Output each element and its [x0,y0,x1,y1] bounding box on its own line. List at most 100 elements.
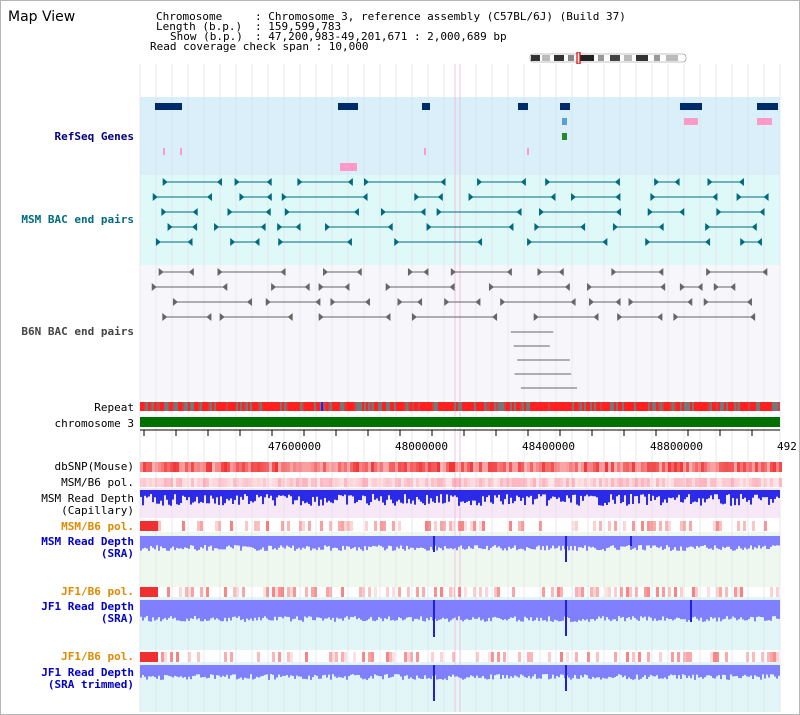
depth-bar [152,665,154,677]
pol-cell [653,478,656,487]
repeat-element [518,402,520,411]
depth-bar [508,665,510,679]
depth-bar [760,665,762,680]
repeat-element [716,402,718,411]
depth-bar [216,665,218,676]
depth-bar [238,665,240,679]
b6n-bac-pair [304,283,310,291]
pol-cell [164,478,167,487]
depth-bar [624,490,626,496]
depth-bar [620,490,622,504]
depth-bar [292,600,294,620]
msm-bac-pair [426,223,432,231]
b6n-bac-pair [587,283,593,291]
dbsnp-cell [683,462,686,472]
depth-bar [452,536,454,550]
dbsnp-cell [542,462,545,472]
depth-bar [474,665,476,678]
track-label-refseq-genes[interactable]: RefSeq Genes [54,130,134,143]
depth-bar [568,600,570,619]
dbsnp-cell [182,462,185,472]
depth-bar [646,536,648,546]
depth-bar [636,665,638,675]
pol-cell [410,652,413,662]
depth-bar [430,665,432,679]
depth-bar [596,536,598,550]
depth-bar [764,490,766,498]
pol-cell [551,587,554,597]
repeat-element [708,402,710,411]
repeat-element [630,402,632,411]
dbsnp-cell [731,462,734,472]
msm-bac-pair [437,193,443,201]
dbsnp-cell [560,462,563,472]
pol-cell [398,587,401,597]
repeat-element [586,402,588,411]
depth-bar [462,490,464,502]
repeat-element [438,402,440,411]
depth-bar [176,490,178,505]
msm-bac-pair [281,193,287,201]
depth-bar [718,536,720,550]
depth-bar [672,536,674,550]
depth-bar [450,600,452,621]
chromosome-ideogram[interactable] [528,52,690,64]
repeat-element [180,402,182,411]
pol-cell [293,478,296,487]
repeat-element [490,402,492,411]
depth-bar [164,600,166,618]
depth-bar [626,600,628,619]
pol-cell [755,478,758,487]
depth-bar [628,600,630,618]
pol-cell [476,652,479,662]
depth-bar [428,665,430,679]
msm-bac-pair [254,238,260,246]
gene-feature [527,148,529,155]
depth-bar [554,536,556,549]
repeat-element [414,402,416,411]
depth-bar [502,665,504,675]
depth-bar [696,665,698,675]
depth-bar [686,665,688,679]
repeat-element [740,402,742,411]
depth-bar [330,600,332,620]
pol-cell [287,478,290,487]
depth-bar [508,536,510,547]
repeat-element [182,402,184,411]
depth-bar [354,665,356,676]
depth-bar [384,490,386,506]
depth-bar [424,490,426,506]
depth-bar [652,600,654,621]
depth-bar [726,665,728,680]
depth-bar [728,665,730,680]
depth-bar [508,600,510,619]
depth-bar [192,536,194,546]
pol-cell [218,521,221,531]
dbsnp-cell [251,462,254,472]
dbsnp-cell [593,462,596,472]
depth-bar [648,665,650,677]
depth-bar [668,536,670,548]
dbsnp-cell [143,462,146,472]
depth-bar [190,600,192,619]
track-label-b6n-bac[interactable]: B6N BAC end pairs [21,325,134,338]
pol-cell [632,652,635,662]
axis-tick-label: 492 [777,440,797,453]
dbsnp-cell [626,462,629,472]
depth-bar [342,665,344,678]
pol-cell [188,652,191,662]
pol-cell [368,478,371,487]
depth-bar [608,600,610,620]
depth-bar [433,536,435,552]
depth-bar [770,600,772,621]
chromosome-bar [140,417,780,427]
depth-bar [648,490,650,495]
gene-feature [562,133,567,140]
depth-bar [456,665,458,677]
track-label-msm-bac[interactable]: MSM BAC end pairs [21,213,134,226]
pol-cell [575,587,578,597]
depth-bar [316,536,318,551]
pol-cell [695,587,698,597]
msm-bac-pair [763,193,769,201]
